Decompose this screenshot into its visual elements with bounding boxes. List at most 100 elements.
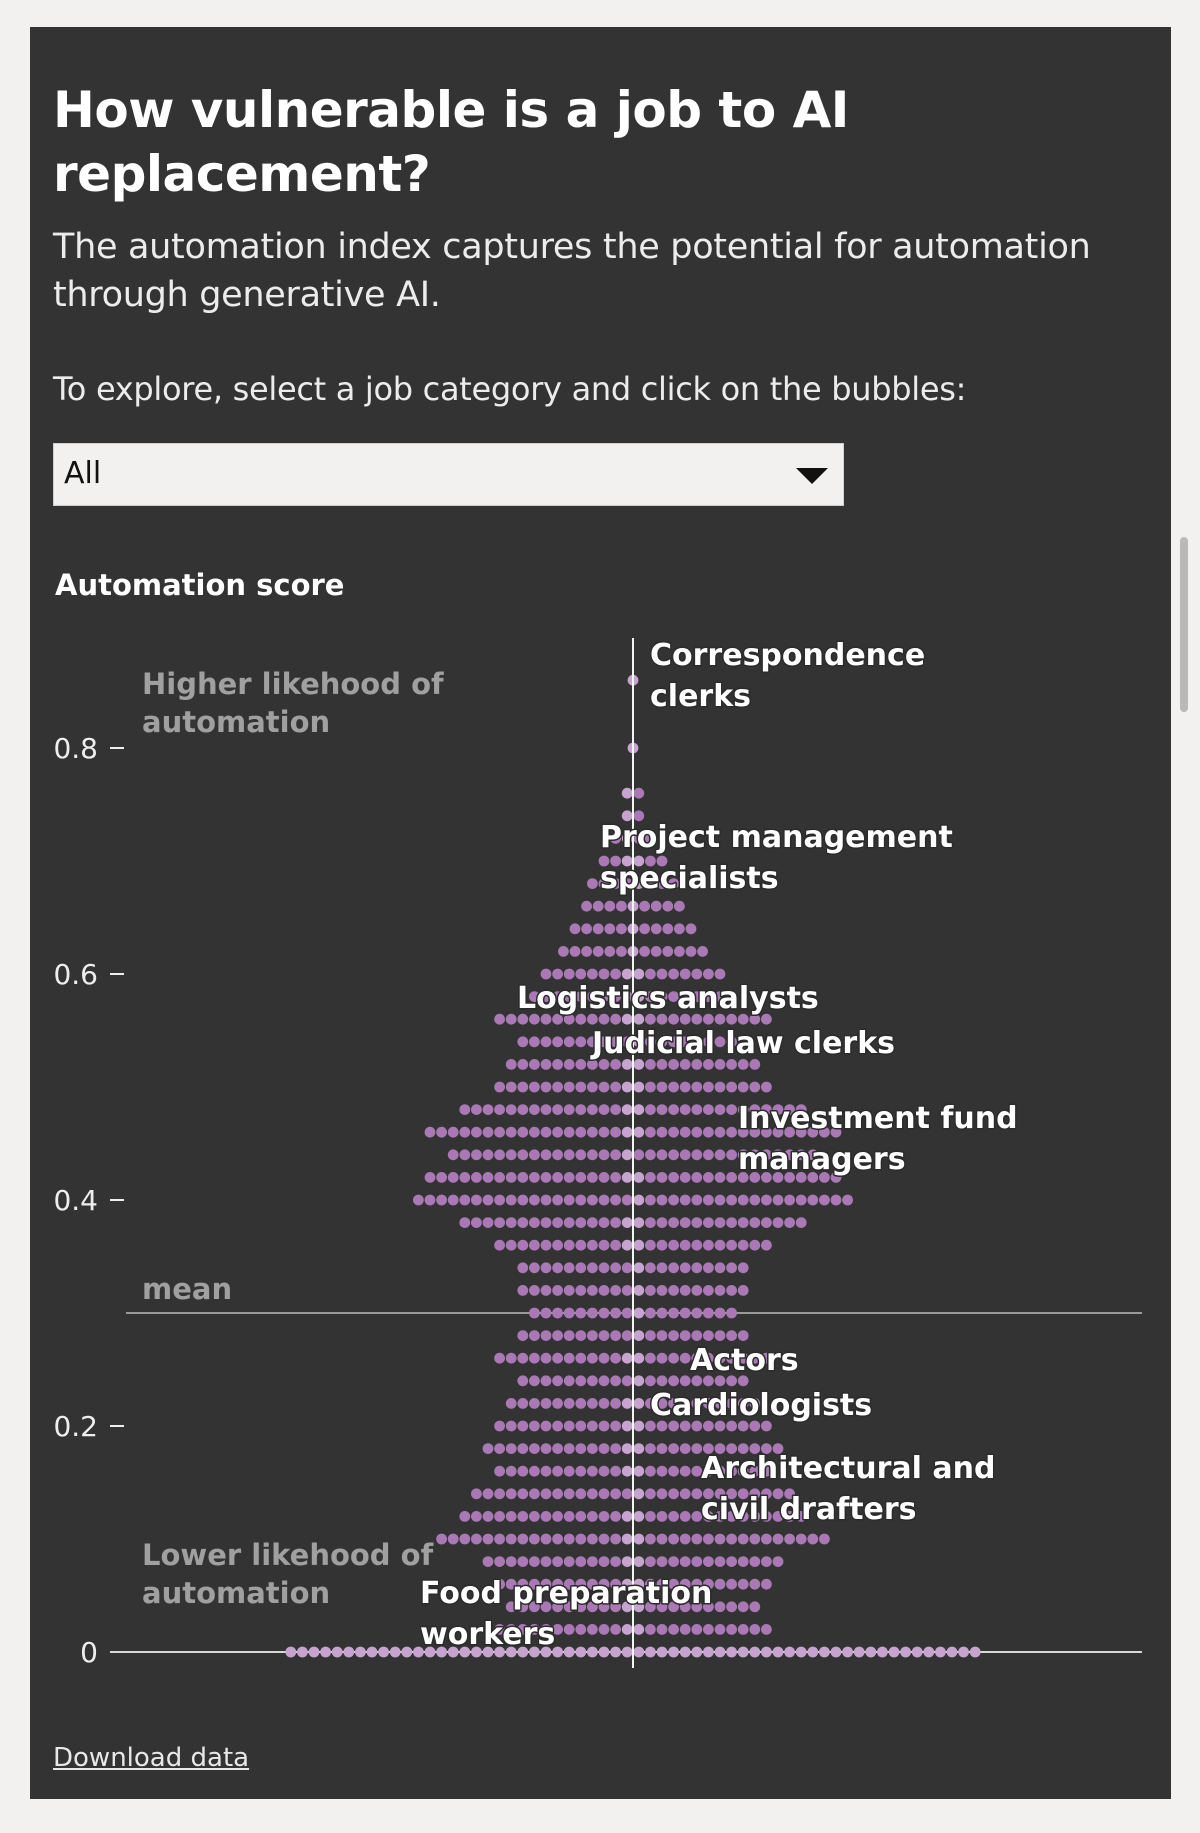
job-bubble[interactable]	[726, 1375, 737, 1387]
job-bubble[interactable]	[645, 1307, 656, 1319]
job-bubble[interactable]	[761, 1556, 772, 1567]
job-bubble[interactable]	[668, 968, 679, 980]
job-bubble[interactable]	[413, 1646, 424, 1658]
job-bubble[interactable]	[552, 1262, 563, 1274]
job-bubble[interactable]	[563, 1601, 575, 1613]
job-bubble[interactable]	[703, 1511, 714, 1522]
job-bubble[interactable]	[656, 968, 668, 980]
job-bubble[interactable]	[621, 1488, 633, 1500]
job-bubble[interactable]	[639, 946, 650, 957]
job-bubble[interactable]	[517, 1262, 529, 1274]
job-bubble[interactable]	[540, 1511, 552, 1522]
job-bubble[interactable]	[737, 1126, 749, 1138]
job-bubble[interactable]	[726, 1624, 737, 1635]
job-bubble[interactable]	[529, 1352, 540, 1364]
job-bubble[interactable]	[633, 1036, 645, 1048]
job-bubble[interactable]	[575, 1578, 587, 1590]
job-bubble[interactable]	[540, 1488, 552, 1500]
job-bubble[interactable]	[726, 1352, 737, 1364]
job-bubble[interactable]	[645, 1172, 656, 1183]
job-bubble[interactable]	[703, 968, 714, 980]
job-bubble[interactable]	[737, 1420, 749, 1432]
job-bubble[interactable]	[598, 1624, 610, 1635]
job-bubble[interactable]	[471, 1217, 482, 1228]
job-bubble[interactable]	[656, 1149, 668, 1161]
job-bubble[interactable]	[691, 968, 703, 980]
job-bubble[interactable]	[737, 1556, 749, 1567]
job-bubble[interactable]	[691, 1036, 703, 1048]
job-bubble[interactable]	[645, 1104, 656, 1115]
job-bubble[interactable]	[726, 1488, 737, 1500]
job-bubble[interactable]	[969, 1646, 981, 1658]
job-bubble[interactable]	[761, 1533, 772, 1545]
job-bubble[interactable]	[529, 1239, 540, 1251]
job-bubble[interactable]	[900, 1646, 911, 1658]
job-bubble[interactable]	[679, 1239, 691, 1251]
job-bubble[interactable]	[575, 1126, 587, 1138]
job-bubble[interactable]	[714, 1104, 726, 1115]
job-bubble[interactable]	[737, 1646, 749, 1658]
job-bubble[interactable]	[726, 1013, 737, 1025]
job-bubble[interactable]	[540, 1330, 552, 1341]
job-bubble[interactable]	[540, 1443, 552, 1454]
job-bubble[interactable]	[540, 1059, 552, 1070]
job-bubble[interactable]	[772, 1646, 784, 1658]
job-bubble[interactable]	[529, 1578, 540, 1590]
job-bubble[interactable]	[656, 1398, 668, 1409]
job-bubble[interactable]	[679, 968, 691, 980]
job-bubble[interactable]	[737, 1104, 749, 1115]
job-bubble[interactable]	[668, 1578, 679, 1590]
job-bubble[interactable]	[517, 1352, 529, 1364]
job-bubble[interactable]	[494, 1624, 505, 1635]
job-bubble[interactable]	[761, 1104, 772, 1115]
job-bubble[interactable]	[691, 1646, 703, 1658]
job-bubble[interactable]	[679, 1511, 691, 1522]
job-bubble[interactable]	[610, 1126, 621, 1138]
job-bubble[interactable]	[447, 1126, 459, 1138]
job-bubble[interactable]	[447, 1172, 459, 1183]
job-bubble[interactable]	[691, 1239, 703, 1251]
job-bubble[interactable]	[668, 1172, 679, 1183]
job-bubble[interactable]	[459, 1217, 471, 1228]
job-bubble[interactable]	[616, 923, 627, 935]
job-bubble[interactable]	[540, 1194, 552, 1206]
job-bubble[interactable]	[610, 1217, 621, 1228]
job-bubble[interactable]	[668, 1059, 679, 1070]
job-bubble[interactable]	[598, 1330, 610, 1341]
job-bubble[interactable]	[685, 946, 697, 957]
job-bubble[interactable]	[575, 1352, 587, 1364]
job-bubble[interactable]	[540, 1601, 552, 1613]
job-bubble[interactable]	[598, 1172, 610, 1183]
job-bubble[interactable]	[726, 1262, 737, 1274]
job-bubble[interactable]	[703, 1556, 714, 1567]
job-bubble[interactable]	[494, 1239, 505, 1251]
job-bubble[interactable]	[505, 1624, 517, 1635]
job-bubble[interactable]	[761, 1488, 772, 1500]
job-bubble[interactable]	[737, 1194, 749, 1206]
job-bubble[interactable]	[459, 1172, 471, 1183]
job-bubble[interactable]	[679, 1578, 691, 1590]
job-bubble[interactable]	[575, 1398, 587, 1409]
job-bubble[interactable]	[645, 1511, 656, 1522]
job-bubble[interactable]	[610, 1352, 621, 1364]
job-bubble[interactable]	[703, 1036, 714, 1048]
job-bubble[interactable]	[656, 1624, 668, 1635]
job-bubble[interactable]	[482, 1646, 494, 1658]
job-bubble[interactable]	[598, 1239, 610, 1251]
job-bubble[interactable]	[714, 1172, 726, 1183]
job-bubble[interactable]	[679, 1556, 691, 1567]
job-bubble[interactable]	[540, 1036, 552, 1048]
job-bubble[interactable]	[703, 1420, 714, 1432]
job-bubble[interactable]	[726, 1330, 737, 1341]
job-bubble[interactable]	[668, 1036, 679, 1048]
job-bubble[interactable]	[650, 923, 662, 935]
job-bubble[interactable]	[761, 1239, 772, 1251]
job-bubble[interactable]	[552, 1239, 563, 1251]
job-bubble[interactable]	[540, 1556, 552, 1567]
job-bubble[interactable]	[958, 1646, 969, 1658]
job-bubble[interactable]	[691, 1081, 703, 1093]
job-bubble[interactable]	[569, 946, 581, 957]
job-bubble[interactable]	[633, 1488, 645, 1500]
job-bubble[interactable]	[529, 1149, 540, 1161]
job-bubble[interactable]	[679, 1081, 691, 1093]
